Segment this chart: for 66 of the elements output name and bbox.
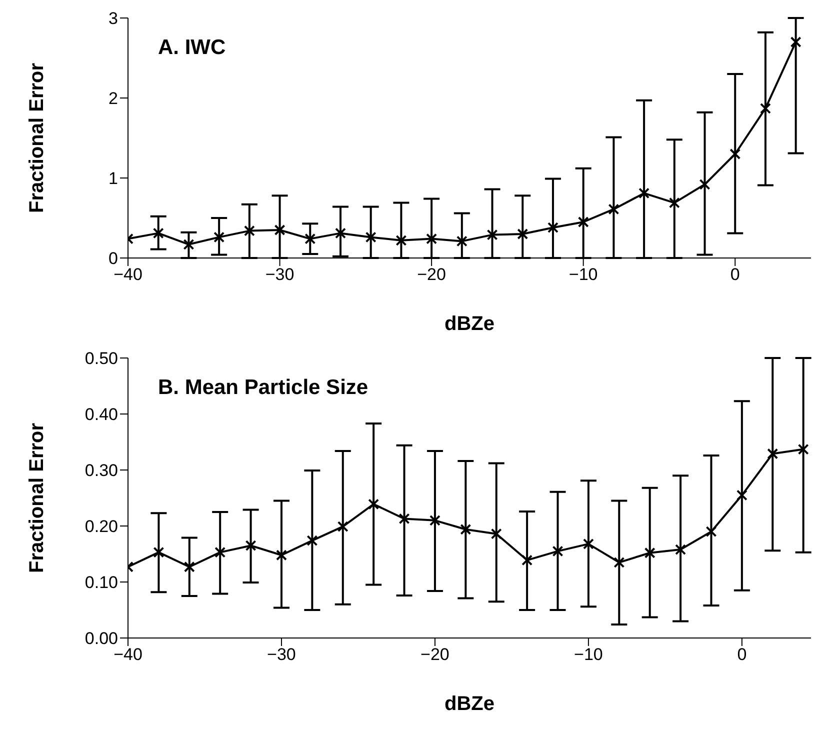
point (582, 538, 594, 550)
point (798, 444, 809, 455)
point (368, 498, 380, 510)
y-tick-label: 0.10 (84, 573, 118, 592)
x-axis-title: dBZe (444, 693, 494, 715)
point (245, 540, 256, 552)
point (306, 535, 318, 546)
point (486, 229, 498, 240)
point (365, 232, 376, 243)
point (152, 228, 164, 239)
point (184, 561, 195, 572)
point (638, 188, 650, 199)
point (337, 521, 348, 532)
x-tick-label: −10 (568, 265, 598, 284)
y-axis-title: Fractional Error (26, 62, 48, 214)
point (274, 224, 286, 236)
point (460, 524, 472, 535)
y-axis-title: Fractional Error (26, 422, 48, 574)
x-tick-label: −30 (267, 645, 296, 664)
y-tick-label: 0.30 (84, 461, 118, 480)
point (214, 232, 225, 243)
point (699, 178, 710, 190)
y-tick-label: 3 (108, 9, 118, 28)
point (706, 526, 717, 538)
point (547, 222, 558, 234)
point (304, 233, 316, 244)
y-tick-label: 0.40 (84, 405, 118, 424)
point (552, 546, 564, 557)
point (644, 547, 656, 558)
point (490, 528, 502, 540)
text: B. Mean Particle Size (158, 376, 368, 400)
point (730, 148, 741, 160)
x-tick-label: 0 (737, 645, 747, 664)
point (736, 490, 748, 501)
point (429, 514, 440, 526)
point (675, 544, 686, 556)
x-tick-label: −30 (265, 265, 294, 284)
point (244, 225, 255, 236)
point (183, 238, 194, 250)
point (456, 236, 468, 247)
point (334, 228, 346, 239)
x-tick-label: −20 (420, 645, 450, 664)
point (608, 204, 620, 215)
x-tick-label: 0 (730, 265, 740, 284)
y-tick-label: 0.20 (84, 517, 118, 536)
point (276, 550, 287, 561)
point (767, 448, 778, 460)
point (522, 554, 533, 566)
y-tick-label: 2 (108, 89, 118, 108)
point (614, 556, 625, 568)
x-tick-label: −20 (417, 265, 446, 284)
point (760, 102, 771, 114)
x-axis-title: dBZe (444, 313, 494, 335)
y-tick-label: 1 (108, 169, 118, 188)
point (517, 228, 528, 240)
point (214, 546, 226, 558)
point (396, 234, 407, 246)
point (153, 546, 164, 558)
point (426, 233, 438, 244)
point (578, 216, 589, 228)
x-tick-label: −10 (574, 645, 603, 664)
point (668, 197, 680, 208)
y-tick-label: 0.50 (84, 349, 118, 368)
text: A. IWC (158, 36, 226, 60)
point (398, 513, 410, 524)
point (790, 36, 802, 48)
